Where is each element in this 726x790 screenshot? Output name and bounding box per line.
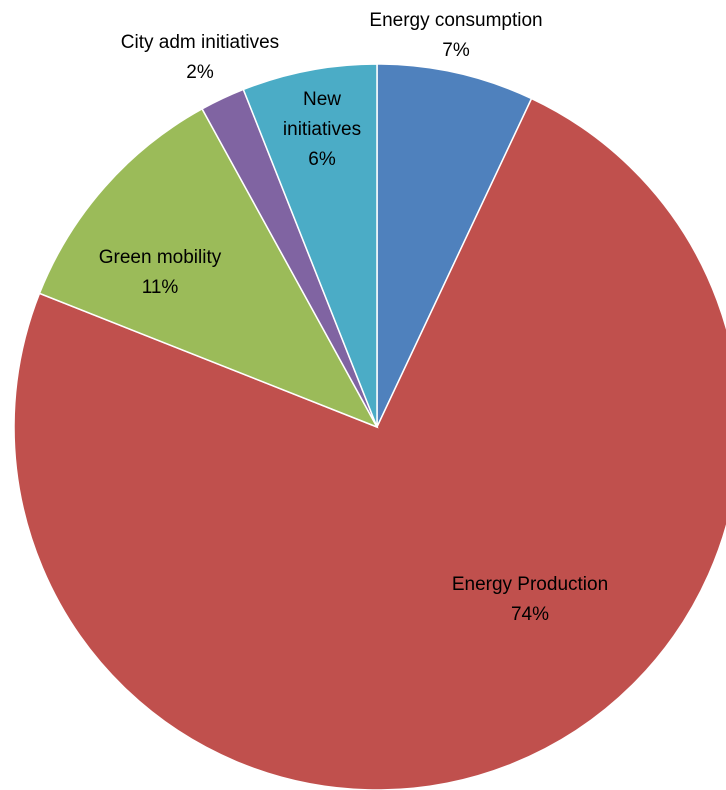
slice-percent-label: 2% [186, 62, 214, 83]
slice-percent-label: 74% [511, 604, 549, 625]
slice-name-label: City adm initiatives [121, 32, 279, 53]
slice-name-label: initiatives [283, 119, 361, 140]
pie-slice-green-mobility [38, 107, 379, 429]
data-label-new-initiatives: New initiatives 6% [283, 89, 361, 170]
data-label-energy-production: Energy Production 74% [452, 574, 608, 625]
slice-name-label: New [303, 89, 341, 110]
slice-name-label: Energy Production [452, 574, 608, 595]
pie-slices [13, 63, 726, 790]
pie-slice-energy-consumption [376, 63, 533, 428]
slice-name-label: Green mobility [99, 247, 222, 268]
slice-percent-label: 7% [442, 40, 470, 61]
slice-percent-label: 11% [142, 277, 179, 298]
data-label-energy-consumption: Energy consumption 7% [369, 10, 542, 61]
pie-slice-new-initiatives [242, 63, 378, 428]
data-label-city-adm-initiatives: City adm initiatives 2% [121, 32, 279, 83]
slice-percent-label: 6% [308, 149, 336, 170]
slice-name-label: Energy consumption [369, 10, 542, 31]
data-label-green-mobility: Green mobility 11% [99, 247, 222, 298]
pie-labels: Energy consumption 7% Energy Production 74%… [99, 10, 608, 625]
pie-slice-energy-production [13, 97, 726, 790]
